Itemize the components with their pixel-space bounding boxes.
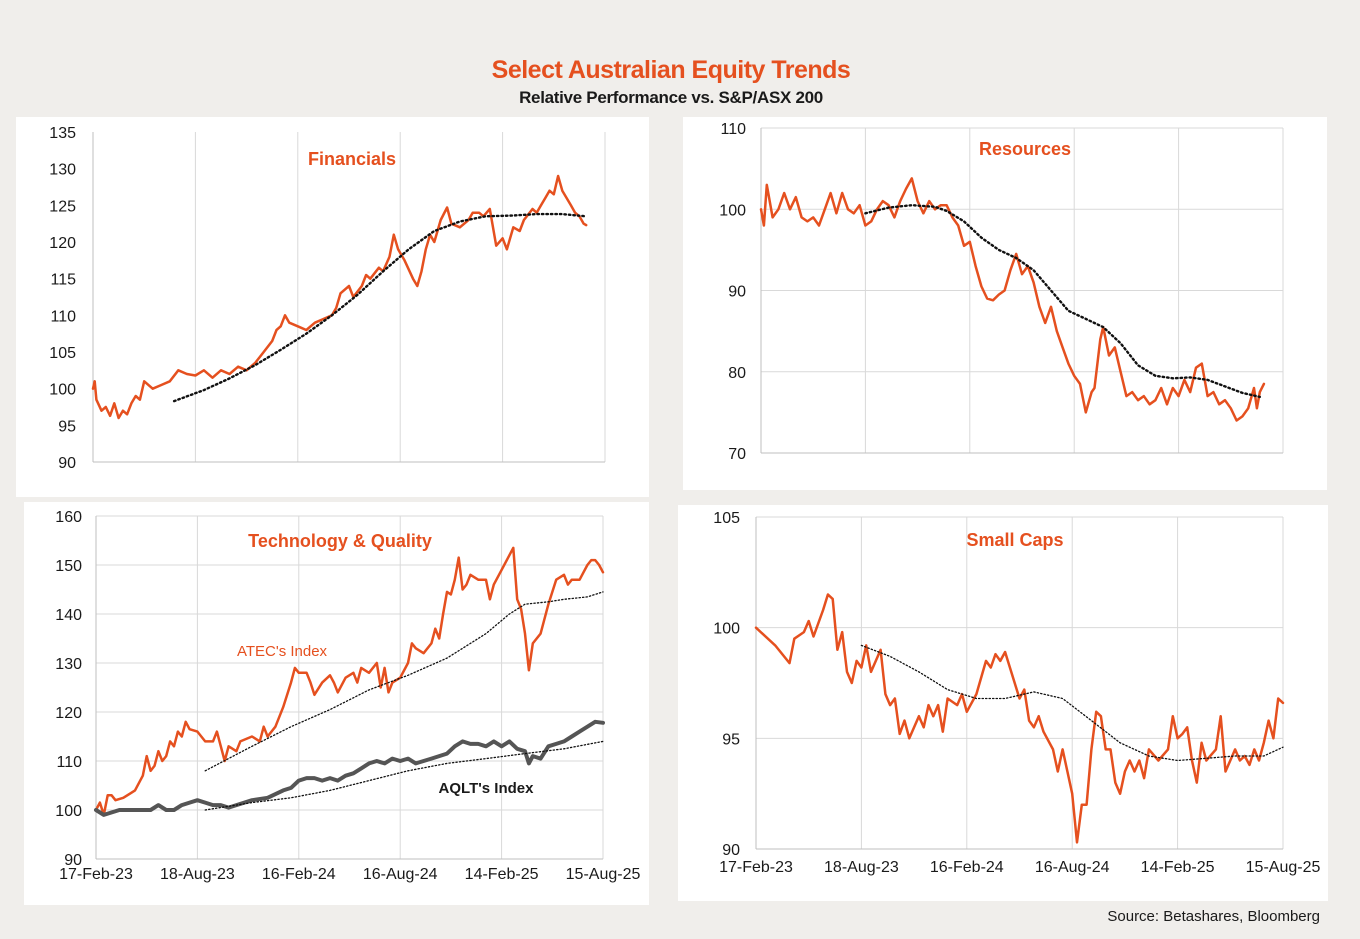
- financials-y-tick-label: 105: [49, 345, 76, 362]
- technology-quality-annotation: ATEC's Index: [237, 643, 328, 660]
- resources-y-tick-label: 70: [728, 446, 746, 463]
- technology-quality-x-tick-label: 17-Feb-23: [59, 866, 133, 883]
- technology-quality-trend-line-2: [204, 591, 604, 772]
- small-caps-x-tick-label: 15-Aug-25: [1246, 859, 1321, 876]
- technology-quality-x-tick-label: 18-Aug-23: [160, 866, 235, 883]
- resources-series-line-0: [759, 177, 1266, 422]
- financials-series-line-0: [91, 174, 588, 420]
- technology-quality-y-tick-label: 140: [55, 607, 82, 624]
- technology-quality-y-tick-label: 110: [56, 754, 82, 771]
- small-caps-x-tick-label: 14-Feb-25: [1141, 859, 1215, 876]
- technology-quality-x-tick-label: 14-Feb-25: [465, 866, 539, 883]
- main-title: Select Australian Equity Trends: [491, 56, 851, 84]
- resources-y-tick-label: 110: [720, 121, 746, 138]
- technology-quality-series-line-0: [94, 546, 605, 817]
- technology-quality-y-tick-label: 130: [55, 656, 82, 673]
- technology-quality-y-tick-label: 160: [55, 509, 82, 526]
- resources-title: Resources: [979, 139, 1071, 159]
- small-caps-x-tick-label: 18-Aug-23: [824, 859, 899, 876]
- technology-quality-y-tick-label: 100: [55, 803, 82, 820]
- technology-quality-x-tick-label: 16-Aug-24: [363, 866, 438, 883]
- resources-chart-svg: 70 80 90 100 110 Resources: [719, 121, 1284, 463]
- resources-y-tick-label: 100: [719, 202, 746, 219]
- small-caps-x-tick-label: 16-Feb-24: [930, 859, 1004, 876]
- technology-quality-x-tick-label: 16-Feb-24: [262, 866, 336, 883]
- technology-quality-y-tick-label: 90: [64, 852, 82, 869]
- small-caps-chart-svg: 90 95 100 105 17-Feb-23 18-Aug-23 16-Feb-24 16-…: [713, 510, 1321, 876]
- financials-y-tick-label: 110: [50, 308, 76, 325]
- technology-quality-panel: 90 100 110 120 130 140 150 160 17-Feb-23 18-Aug-2…: [24, 502, 649, 905]
- resources-trend-line-1: [864, 203, 1261, 399]
- financials-y-tick-label: 100: [49, 382, 76, 399]
- financials-y-tick-label: 120: [49, 235, 76, 252]
- small-caps-y-tick-label: 95: [722, 731, 740, 748]
- small-caps-x-tick-label: 17-Feb-23: [719, 859, 793, 876]
- small-caps-title: Small Caps: [966, 530, 1063, 550]
- small-caps-x-tick-label: 16-Aug-24: [1035, 859, 1110, 876]
- financials-y-tick-label: 95: [58, 418, 76, 435]
- small-caps-panel: 90 95 100 105 17-Feb-23 18-Aug-23 16-Feb-24 16-…: [678, 505, 1328, 901]
- technology-quality-series-line-1: [94, 719, 605, 817]
- technology-quality-y-tick-label: 150: [55, 558, 82, 575]
- technology-quality-title: Technology & Quality: [248, 531, 432, 551]
- financials-y-tick-label: 125: [49, 198, 76, 215]
- financials-chart-svg: 90 95 100 105 110 115 120 125 130 135 Financials: [49, 125, 606, 472]
- financials-y-tick-label: 115: [50, 272, 76, 289]
- sub-title: Relative Performance vs. S&P/ASX 200: [519, 88, 823, 107]
- resources-y-tick-label: 90: [728, 284, 746, 301]
- financials-y-tick-label: 135: [49, 125, 76, 142]
- small-caps-trend-line-1: [860, 644, 1284, 762]
- technology-quality-y-tick-label: 120: [55, 705, 82, 722]
- financials-y-tick-label: 90: [58, 455, 76, 472]
- financials-trend-line-1: [172, 212, 587, 403]
- resources-panel: 70 80 90 100 110 Resources: [683, 117, 1327, 490]
- small-caps-series-line-0: [754, 593, 1285, 844]
- small-caps-y-tick-label: 105: [713, 510, 740, 527]
- technology-quality-trend-line-3: [204, 740, 604, 811]
- small-caps-y-tick-label: 100: [713, 621, 740, 638]
- financials-panel: 90 95 100 105 110 115 120 125 130 135 Financials: [16, 117, 649, 497]
- financials-title: Financials: [308, 149, 396, 169]
- technology-quality-annotation: AQLT's Index: [439, 780, 535, 797]
- technology-quality-x-tick-label: 15-Aug-25: [566, 866, 641, 883]
- financials-y-tick-label: 130: [49, 162, 76, 179]
- technology-quality-chart-svg: 90 100 110 120 130 140 150 160 17-Feb-23 18-Aug-2…: [55, 509, 641, 883]
- resources-y-tick-label: 80: [728, 365, 746, 382]
- small-caps-y-tick-label: 90: [722, 842, 740, 859]
- source-note: Source: Betashares, Bloomberg: [1107, 908, 1320, 925]
